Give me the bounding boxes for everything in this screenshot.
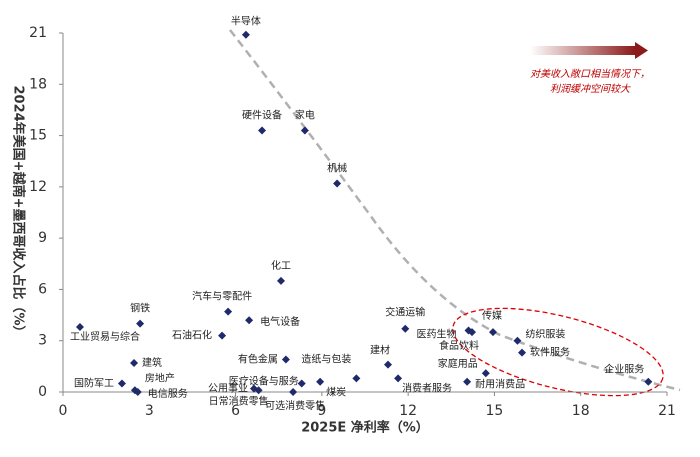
y-tick-label: 6 — [38, 281, 47, 297]
point — [133, 388, 142, 396]
point-label: 家电 — [295, 108, 315, 121]
x-axis-label: 2025E 净利率（%） — [301, 420, 429, 436]
point — [281, 355, 290, 364]
point — [333, 179, 342, 188]
point — [394, 374, 403, 383]
point — [254, 386, 263, 395]
point — [117, 379, 126, 388]
highlight-ellipse — [452, 307, 664, 397]
point-label: 医疗设备与服务 — [229, 374, 299, 387]
x-tick-label: 21 — [658, 403, 676, 419]
x-tick-label: 0 — [59, 403, 68, 419]
point — [467, 328, 476, 337]
x-tick-label: 15 — [486, 403, 504, 419]
point-label: 汽车与零配件 — [192, 290, 252, 303]
point-label: 建筑 — [142, 356, 162, 369]
point-label: 软件服务 — [530, 346, 570, 359]
point — [513, 336, 522, 345]
point — [463, 377, 472, 386]
point — [245, 316, 254, 325]
x-tick-label: 12 — [399, 403, 417, 419]
y-tick-label: 9 — [38, 230, 47, 246]
y-tick-label: 3 — [38, 333, 47, 349]
point-label: 工业贸易与综合 — [70, 330, 140, 343]
y-axis-label: 2024年美国+越南+墨西哥收入占比（%） — [11, 86, 27, 339]
point — [218, 331, 227, 340]
point-label: 化工 — [271, 259, 291, 272]
x-tick-label: 6 — [231, 403, 240, 419]
point — [258, 126, 267, 135]
point — [644, 377, 653, 386]
point-label: 医药生物 — [417, 327, 457, 340]
x-tick-label: 3 — [145, 403, 154, 419]
point — [241, 30, 250, 39]
point — [277, 276, 286, 285]
point-label: 消费者服务 — [402, 381, 452, 394]
point — [136, 319, 145, 328]
point-label: 日常消费零售 — [209, 394, 269, 407]
x-tick-label: 9 — [317, 403, 326, 419]
point — [401, 324, 410, 333]
point — [130, 358, 139, 367]
point-label: 家庭用品 — [438, 357, 478, 370]
point-label: 半导体 — [231, 15, 261, 28]
point-label: 房地产 — [145, 371, 175, 384]
y-tick-label: 15 — [29, 128, 47, 144]
arrow-head — [635, 42, 648, 59]
point — [518, 348, 527, 357]
point — [384, 360, 393, 369]
point-label: 食品饮料 — [439, 339, 479, 352]
point-label: 企业服务 — [604, 363, 644, 376]
point — [75, 323, 84, 332]
point-label: 电气设备 — [260, 315, 300, 328]
arrow-body — [530, 46, 635, 55]
point-label: 电信服务 — [148, 387, 188, 400]
point-label: 煤炭 — [326, 386, 346, 399]
x-tick-label: 18 — [572, 403, 590, 419]
point — [289, 388, 298, 396]
point-label: 造纸与包装 — [301, 352, 351, 365]
point — [488, 328, 497, 337]
point-label: 建材 — [370, 344, 390, 357]
annotation: 利润缓冲空间较大 — [550, 83, 631, 95]
point — [297, 379, 306, 388]
point-label: 交通运输 — [385, 306, 425, 319]
y-tick-label: 0 — [38, 384, 47, 400]
point-label: 国防军工 — [74, 376, 114, 389]
point-label: 石油石化 — [172, 329, 212, 342]
point — [316, 377, 325, 386]
point — [481, 369, 490, 378]
trend-curve — [229, 29, 681, 392]
y-tick-label: 21 — [29, 25, 47, 41]
point-label: 传媒 — [482, 310, 502, 322]
point — [352, 374, 361, 383]
point-label: 公用事业 — [208, 382, 248, 395]
y-tick-label: 18 — [29, 76, 47, 92]
point-label: 可选消费零售 — [265, 399, 325, 412]
point-label: 钢铁 — [130, 302, 150, 315]
point — [224, 307, 233, 316]
point-label: 机械 — [327, 161, 347, 174]
y-tick-label: 12 — [29, 179, 47, 195]
annotation: 对美收入敞口相当情况下， — [530, 68, 650, 80]
point-label: 硬件设备 — [242, 108, 282, 121]
point-label: 有色金属 — [238, 353, 278, 366]
point-label: 纺织服装 — [525, 328, 565, 341]
point-label: 耐用消费品 — [475, 378, 525, 391]
point — [300, 126, 309, 135]
